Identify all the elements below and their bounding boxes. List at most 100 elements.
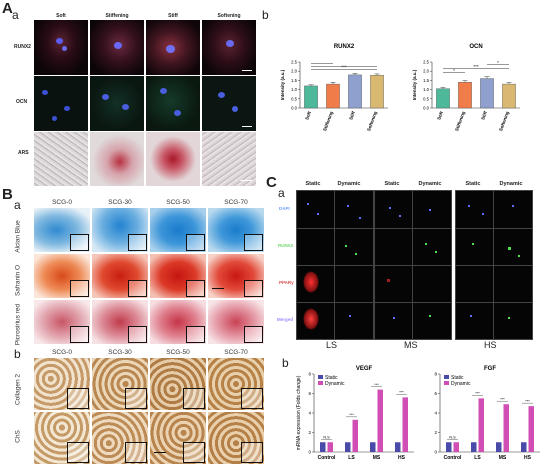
fgf-category-label: LS (474, 455, 481, 461)
row-label-dapi: DAPI (279, 206, 290, 211)
fgf-bar-static (496, 442, 502, 452)
header-hs-static: Static (465, 181, 481, 187)
runx2-category-label: Stiffening (322, 110, 334, 131)
image-alcian-scg30 (92, 208, 148, 252)
row-label-collagen2: Collagen 2 (14, 373, 22, 406)
fgf-ytick-label: 0 (434, 450, 437, 455)
fgf-legend-label-dynamic: Dynamic (451, 381, 471, 387)
row-label-c-runx2: RUNX2 (278, 243, 294, 248)
image-ocn-soft (34, 76, 88, 131)
row-label-chs: ChS (14, 430, 22, 443)
panel-b-sub-a: a (14, 198, 21, 212)
fgf-bar-dynamic (478, 398, 484, 452)
vegf-ylabel: mRNA expression (Folds change) (296, 375, 302, 450)
ocn-sig-label: * (497, 60, 499, 65)
image-runx2-softening (202, 20, 256, 75)
fgf-category-label: Control (444, 455, 462, 461)
image-safranin-scg50 (150, 254, 206, 298)
fgf-sig-label: *** (475, 392, 480, 396)
col-header-stiffening: Stiffening (105, 13, 129, 19)
vegf-ytick-label: 0 (308, 450, 311, 455)
panel-b-label: B (2, 186, 13, 203)
image-runx2-stiffening (90, 20, 144, 75)
fgf-legend-label-static: Static (451, 375, 464, 381)
vegf-sig-label: N.S (323, 435, 330, 439)
ocn-sig-label: *** (473, 64, 479, 69)
image-chs-scg0 (34, 412, 90, 464)
image-ocn-stiff (146, 76, 200, 131)
col-header-scg50: SCG-50 (166, 199, 190, 206)
row-label-alcian-blue: Alcian Blue (14, 220, 22, 253)
header-ls-dynamic: Dynamic (337, 181, 361, 187)
fgf-ytick-label: 4 (434, 411, 437, 416)
vegf-title: VEGF (356, 366, 373, 372)
fgf-legend-swatch-dynamic (444, 381, 449, 385)
image-alcian-scg0 (34, 208, 90, 252)
image-picro-scg30 (92, 300, 148, 344)
image-ars-stiffening (90, 132, 144, 186)
ocn-ytick-label: 1.5 (423, 78, 429, 83)
vegf-sig-label: *** (349, 413, 354, 417)
vegf-ytick-label: 2 (308, 430, 311, 435)
ocn-bar (458, 82, 472, 109)
runx2-category-label: Stiff (348, 110, 356, 120)
fgf-legend-swatch-static (444, 375, 449, 379)
runx2-bar (304, 85, 318, 109)
fgf-bar-static (471, 442, 477, 452)
image-chs-scg30 (92, 412, 148, 464)
panel-c-sub-a: a (278, 186, 285, 200)
runx2-category-label: Softening (366, 110, 378, 131)
image-col2-scg0 (34, 358, 90, 410)
image-alcian-scg50 (150, 208, 206, 252)
vegf-bar-static (320, 442, 326, 452)
image-runx2-stiff (146, 20, 200, 75)
image-col2-scg70 (208, 358, 264, 410)
ocn-category-label: Stiffening (454, 110, 466, 131)
runx2-ytick-label: 0.0 (291, 106, 297, 111)
panel-a-sub-b: b (262, 8, 269, 22)
vegf-bar-dynamic (402, 397, 408, 452)
vegf-legend-label-dynamic: Dynamic (325, 381, 345, 387)
image-picro-scg50 (150, 300, 206, 344)
col-header-soft: Soft (56, 13, 66, 19)
runx2-ytick-label: 0.5 (291, 96, 297, 101)
vegf-bar-static (370, 442, 376, 452)
image-col2-scg50 (150, 358, 206, 410)
group-hs-images (455, 190, 533, 340)
vegf-legend-swatch-static (318, 375, 323, 379)
row-label-ocn: OCN (16, 99, 28, 105)
col-header-b-scg70: SCG-70 (224, 349, 248, 356)
image-chs-scg70 (208, 412, 264, 464)
fgf-sig-label: *** (500, 397, 505, 401)
header-ls-static: Static (305, 181, 321, 187)
chart-vegf: VEGF mRNA expression (Folds change) 0 2 4 6 8 C… (296, 366, 414, 461)
image-safranin-scg0 (34, 254, 90, 298)
vegf-legend-swatch-dynamic (318, 381, 323, 385)
fgf-bar-static (446, 442, 452, 452)
ocn-bar (436, 88, 450, 109)
ocn-ylabel: Intensity (a.u.) (412, 69, 417, 100)
header-hs-dynamic: Dynamic (499, 181, 523, 187)
vegf-legend-label-static: Static (325, 375, 338, 381)
row-label-merged: Merged (277, 317, 294, 322)
image-picro-scg70 (208, 300, 264, 344)
group-label-ls: LS (326, 340, 338, 350)
ocn-category-label: Softening (498, 110, 510, 131)
header-ms-dynamic: Dynamic (418, 181, 442, 187)
col-header-b-scg0: SCG-0 (52, 349, 72, 356)
fgf-bar-dynamic (528, 406, 534, 452)
image-ocn-stiffening (90, 76, 144, 131)
ocn-bar (502, 83, 516, 109)
row-label-runx2: RUNX2 (14, 44, 31, 50)
panel-c-charts: VEGF mRNA expression (Folds change) 0 2 4 6 8 C… (296, 366, 540, 461)
ocn-ytick-label: 1.0 (423, 87, 429, 92)
chart-runx2: RUNX2 Intensity (a.u.) 0.0 0.5 1.0 1.5 2.0 2.5 S… (280, 44, 388, 132)
fgf-category-label: MS (499, 455, 507, 461)
ocn-title: OCN (469, 44, 482, 50)
runx2-bar (348, 74, 362, 109)
panel-a-label: A (2, 0, 13, 17)
vegf-category-label: MS (373, 455, 381, 461)
col-header-b-scg50: SCG-50 (166, 349, 190, 356)
chart-ocn: OCN Intensity (a.u.) 0.0 0.5 1.0 1.5 2.0 2.5 Sof… (412, 44, 520, 132)
runx2-ytick-label: 1.5 (291, 78, 297, 83)
